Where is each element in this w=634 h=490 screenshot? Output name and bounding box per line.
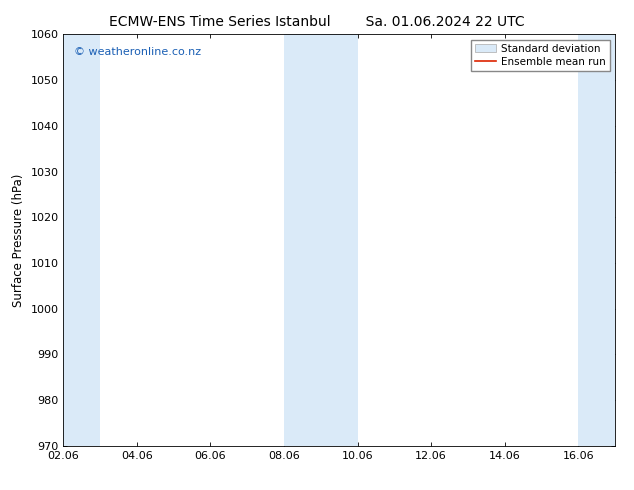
Bar xyxy=(284,34,358,446)
Bar xyxy=(578,34,615,446)
Y-axis label: Surface Pressure (hPa): Surface Pressure (hPa) xyxy=(12,173,25,307)
Legend: Standard deviation, Ensemble mean run: Standard deviation, Ensemble mean run xyxy=(470,40,610,71)
Text: © weatheronline.co.nz: © weatheronline.co.nz xyxy=(74,47,202,57)
Bar xyxy=(63,34,100,446)
Text: ECMW-ENS Time Series Istanbul        Sa. 01.06.2024 22 UTC: ECMW-ENS Time Series Istanbul Sa. 01.06.… xyxy=(109,15,525,29)
